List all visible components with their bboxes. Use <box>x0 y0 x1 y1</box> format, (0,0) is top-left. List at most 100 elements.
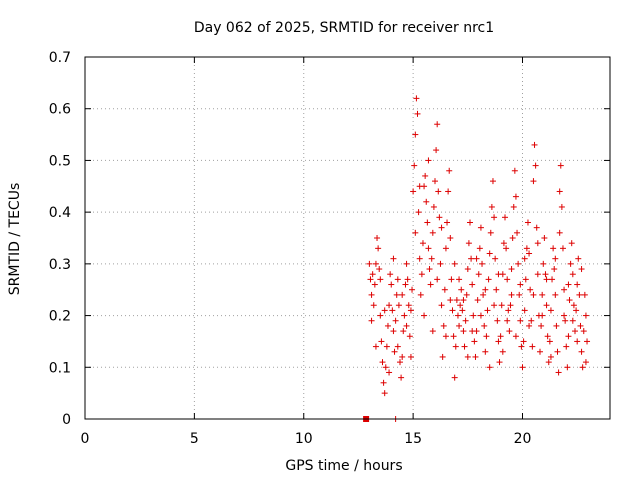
data-point <box>543 276 550 283</box>
y-tick-label: 0.3 <box>49 257 71 273</box>
data-point <box>551 266 558 273</box>
data-point <box>440 322 447 329</box>
data-point <box>454 312 461 319</box>
data-point <box>438 302 445 309</box>
data-point <box>416 183 423 190</box>
data-point <box>370 302 377 309</box>
data-point <box>552 255 559 262</box>
data-point <box>403 322 410 329</box>
data-point <box>434 276 441 283</box>
data-point <box>424 219 431 226</box>
data-point <box>481 322 488 329</box>
x-tick-label: 10 <box>295 431 313 447</box>
data-point <box>579 364 586 371</box>
data-point <box>486 364 493 371</box>
data-point <box>409 286 416 293</box>
data-point <box>480 291 487 298</box>
data-point <box>457 302 464 309</box>
data-point <box>399 291 406 298</box>
x-tick-label: 0 <box>81 431 90 447</box>
data-point <box>570 302 577 309</box>
data-point <box>436 214 443 221</box>
data-point <box>395 302 402 309</box>
data-point <box>508 291 515 298</box>
data-point <box>564 364 571 371</box>
data-point <box>556 229 563 236</box>
data-point <box>462 317 469 324</box>
data-point <box>581 291 588 298</box>
data-point <box>371 281 378 288</box>
data-point <box>504 276 511 283</box>
data-point <box>511 167 518 174</box>
data-point <box>377 276 384 283</box>
data-point <box>483 333 490 340</box>
data-point <box>553 322 560 329</box>
data-point <box>464 266 471 273</box>
data-point <box>584 338 591 345</box>
data-point <box>491 302 498 309</box>
data-point <box>372 343 379 350</box>
data-point <box>521 307 528 314</box>
data-point <box>565 333 572 340</box>
data-point <box>503 245 510 252</box>
data-point <box>493 286 500 293</box>
data-point <box>425 157 432 164</box>
data-point <box>497 333 504 340</box>
data-point <box>473 255 480 262</box>
data-point <box>464 353 471 360</box>
data-point <box>412 131 419 138</box>
data-point <box>542 271 549 278</box>
data-point <box>449 307 456 314</box>
data-point <box>488 203 495 210</box>
data-point <box>566 297 573 304</box>
plot-frame <box>84 56 611 420</box>
data-point <box>549 276 556 283</box>
data-point <box>530 178 537 185</box>
data-point <box>532 162 539 169</box>
data-point <box>403 260 410 267</box>
data-point <box>378 338 385 345</box>
data-point <box>470 312 477 319</box>
data-point <box>426 266 433 273</box>
data-point <box>389 307 396 314</box>
data-point <box>382 364 389 371</box>
data-point <box>411 162 418 169</box>
data-point <box>484 307 491 314</box>
data-point <box>459 307 466 314</box>
data-point <box>469 281 476 288</box>
data-point <box>414 110 421 117</box>
data-point <box>555 369 562 376</box>
data-point <box>577 322 584 329</box>
data-point <box>479 260 486 267</box>
data-point <box>442 245 449 252</box>
data-point <box>429 328 436 335</box>
data-point <box>543 302 550 309</box>
data-point <box>534 271 541 278</box>
data-point <box>524 219 531 226</box>
data-point <box>482 348 489 355</box>
data-point <box>514 229 521 236</box>
data-point <box>374 235 381 241</box>
data-point <box>495 271 502 278</box>
data-point <box>485 276 492 283</box>
y-axis-label: SRMTID / TECUs <box>7 183 23 296</box>
data-point <box>521 255 528 262</box>
data-point <box>407 353 414 360</box>
data-point <box>562 317 569 324</box>
data-point <box>550 245 557 252</box>
data-point <box>568 240 575 247</box>
data-point <box>397 359 403 366</box>
data-point <box>401 312 408 319</box>
data-point <box>452 343 459 350</box>
data-point <box>495 338 502 345</box>
data-point <box>556 188 563 195</box>
data-point <box>383 343 390 350</box>
data-point <box>405 302 412 309</box>
data-point <box>482 286 489 293</box>
data-point <box>565 281 572 288</box>
data-point <box>407 307 414 314</box>
data-point <box>504 317 511 324</box>
data-point <box>569 317 576 324</box>
data-points <box>363 95 591 422</box>
